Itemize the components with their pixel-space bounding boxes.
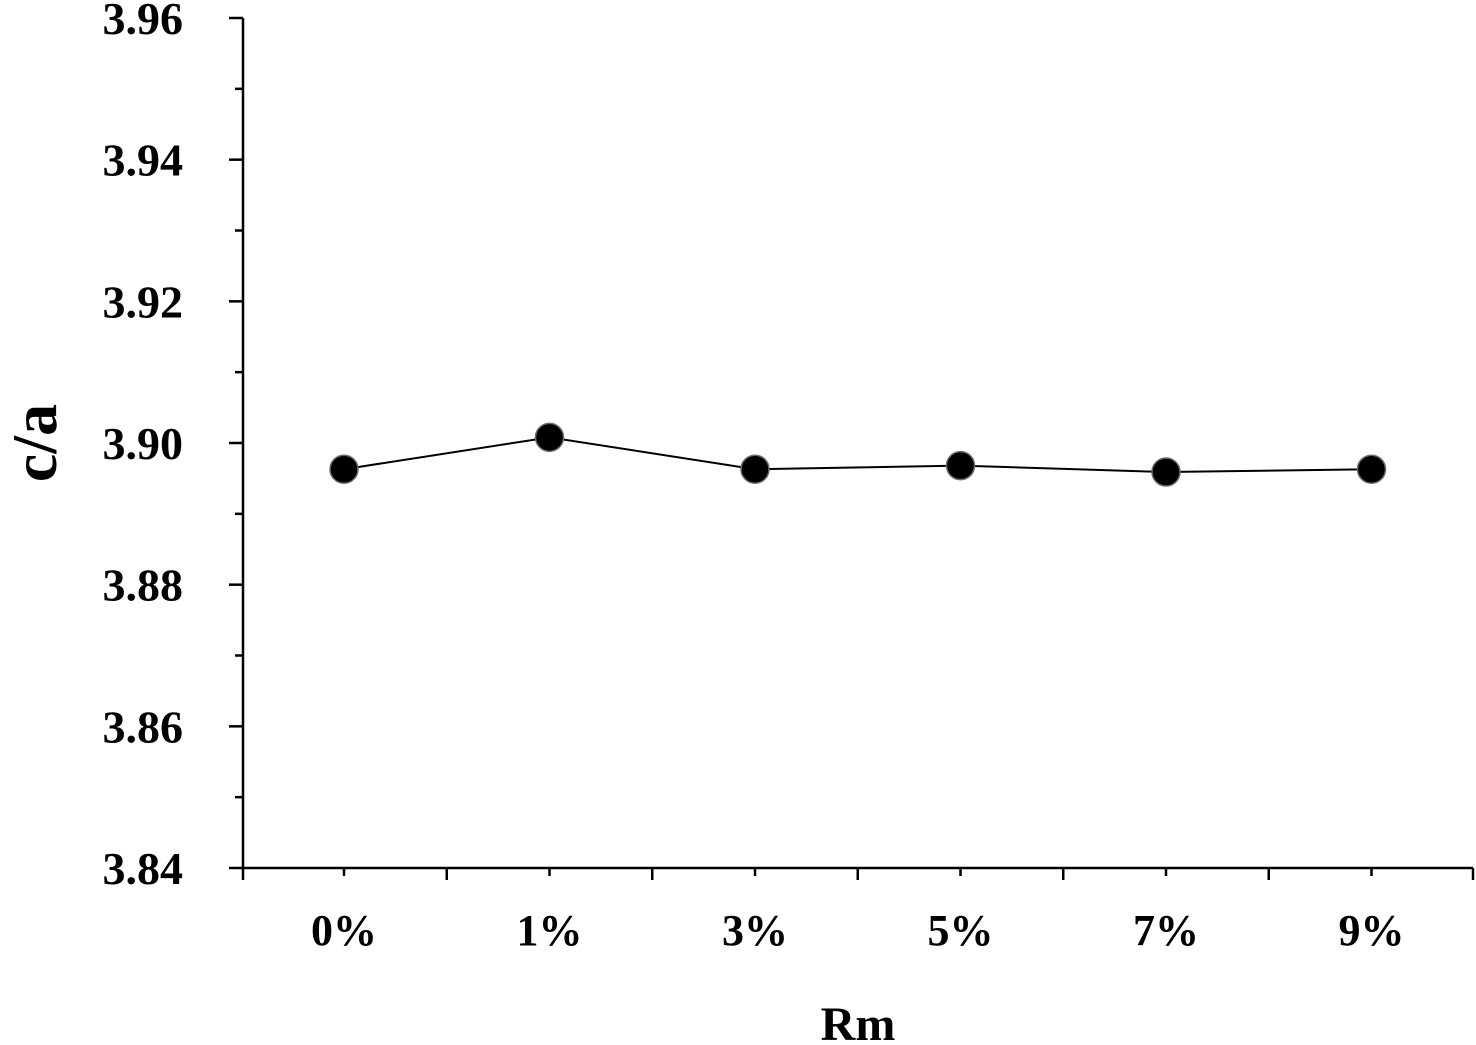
x-tick-label: 5% xyxy=(928,906,994,955)
x-tick-label: 9% xyxy=(1339,906,1405,955)
data-point xyxy=(740,454,770,484)
y-tick-label: 3.94 xyxy=(103,135,184,186)
data-point xyxy=(329,454,359,484)
y-tick-label: 3.86 xyxy=(103,701,184,752)
data-point xyxy=(534,422,565,453)
x-axis-ticks: 0% 1% 3% 5% 7% 9% xyxy=(241,868,1475,955)
y-axis-ticks: 3.84 3.86 3.88 3.90 3.92 3.94 3.96 xyxy=(103,0,243,894)
plot-axes xyxy=(241,18,1473,870)
y-axis-label: c/a xyxy=(0,404,70,482)
series-group xyxy=(329,422,1387,487)
y-tick-label: 3.92 xyxy=(103,276,184,327)
x-tick-label: 7% xyxy=(1133,906,1199,955)
data-point xyxy=(1151,457,1181,487)
x-tick-label: 0% xyxy=(311,906,377,955)
data-point xyxy=(945,450,976,481)
y-tick-label: 3.96 xyxy=(103,0,184,44)
x-tick-label: 3% xyxy=(722,906,788,955)
series-line xyxy=(343,436,1372,474)
x-axis-label: Rm xyxy=(821,998,896,1045)
y-tick-label: 3.84 xyxy=(103,843,184,894)
y-tick-label: 3.88 xyxy=(103,560,184,611)
x-tick-label: 1% xyxy=(517,906,583,955)
y-tick-label: 3.90 xyxy=(103,418,184,469)
data-point xyxy=(1356,454,1387,484)
